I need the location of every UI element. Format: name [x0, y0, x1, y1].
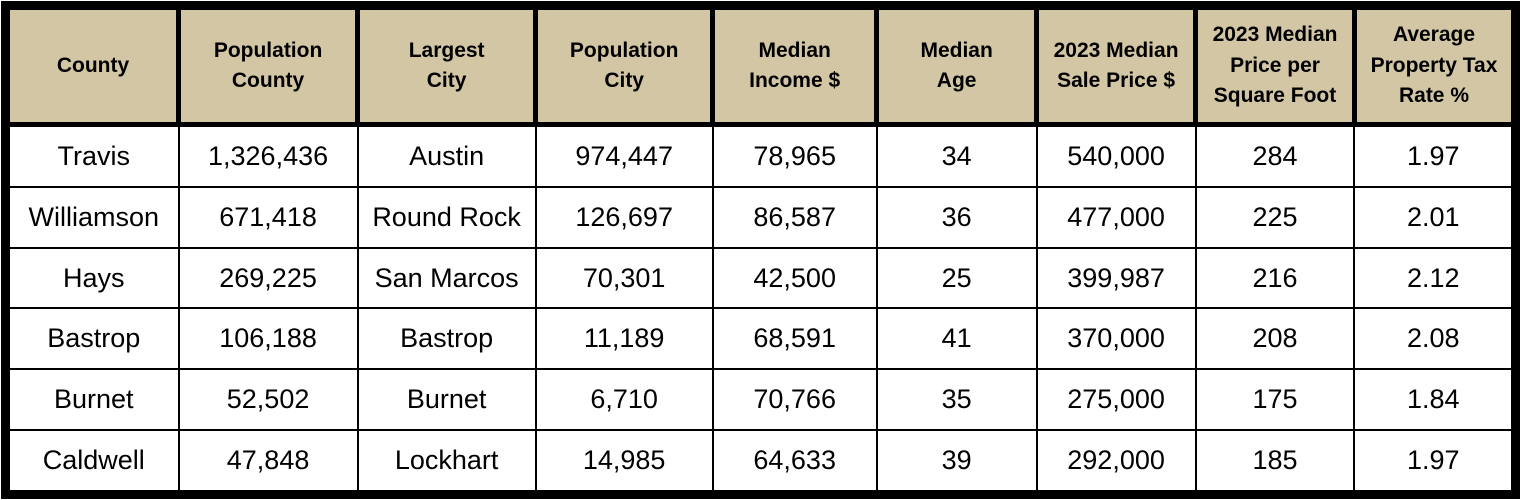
cell-median-age: 34 [875, 123, 1038, 188]
column-header-population-county: Population County [176, 3, 361, 127]
cell-population-city: 126,697 [534, 185, 714, 249]
cell-population-county: 52,502 [177, 368, 359, 432]
cell-property-tax-rate: 2.08 [1353, 307, 1517, 371]
cell-population-city: 14,985 [534, 429, 714, 496]
table-row: Caldwell 47,848 Lockhart 14,985 64,633 3… [4, 429, 1517, 496]
cell-population-county: 106,188 [177, 307, 359, 371]
cell-largest-city: Bastrop [356, 307, 537, 371]
cell-population-county: 47,848 [177, 429, 359, 496]
column-header-price-per-sqft: 2023 Median Price per Square Foot [1193, 3, 1357, 127]
table-row: Burnet 52,502 Burnet 6,710 70,766 35 275… [4, 368, 1517, 432]
cell-price-per-sqft: 284 [1194, 123, 1356, 188]
cell-population-city: 974,447 [534, 123, 714, 188]
cell-price-per-sqft: 185 [1194, 429, 1356, 496]
cell-median-sale-price: 540,000 [1035, 123, 1197, 188]
cell-median-age: 35 [875, 368, 1038, 432]
cell-largest-city: Austin [356, 123, 537, 188]
column-header-median-age: Median Age [874, 3, 1040, 127]
cell-median-sale-price: 477,000 [1035, 185, 1197, 249]
cell-price-per-sqft: 175 [1194, 368, 1356, 432]
cell-median-sale-price: 275,000 [1035, 368, 1197, 432]
cell-property-tax-rate: 2.01 [1353, 185, 1517, 249]
table-row: Hays 269,225 San Marcos 70,301 42,500 25… [4, 246, 1517, 310]
table-row: Williamson 671,418 Round Rock 126,697 86… [4, 185, 1517, 249]
cell-property-tax-rate: 2.12 [1353, 246, 1517, 310]
table-row: Bastrop 106,188 Bastrop 11,189 68,591 41… [4, 307, 1517, 371]
cell-population-city: 6,710 [534, 368, 714, 432]
cell-population-county: 671,418 [177, 185, 359, 249]
cell-median-income: 70,766 [711, 368, 878, 432]
cell-county: Bastrop [4, 307, 180, 371]
cell-price-per-sqft: 216 [1194, 246, 1356, 310]
cell-county: Caldwell [4, 429, 180, 496]
cell-population-city: 11,189 [534, 307, 714, 371]
cell-largest-city: Lockhart [356, 429, 537, 496]
cell-price-per-sqft: 225 [1194, 185, 1356, 249]
cell-median-age: 36 [875, 185, 1038, 249]
cell-median-income: 64,633 [711, 429, 878, 496]
cell-population-city: 70,301 [534, 246, 714, 310]
table-row: Travis 1,326,436 Austin 974,447 78,965 3… [4, 123, 1517, 188]
cell-property-tax-rate: 1.97 [1353, 429, 1517, 496]
column-header-median-sale-price: 2023 Median Sale Price $ [1034, 3, 1199, 127]
header-row: County Population County Largest City Po… [2, 3, 1519, 127]
cell-median-income: 68,591 [711, 307, 878, 371]
cell-largest-city: Burnet [356, 368, 537, 432]
cell-median-age: 41 [875, 307, 1038, 371]
cell-median-income: 86,587 [711, 185, 878, 249]
cell-county: Williamson [4, 185, 180, 249]
cell-median-sale-price: 399,987 [1035, 246, 1197, 310]
column-header-median-income: Median Income $ [710, 3, 880, 127]
cell-median-income: 78,965 [711, 123, 878, 188]
cell-largest-city: San Marcos [356, 246, 537, 310]
cell-population-county: 1,326,436 [177, 123, 359, 188]
cell-county: Burnet [4, 368, 180, 432]
cell-median-age: 39 [875, 429, 1038, 496]
cell-largest-city: Round Rock [356, 185, 537, 249]
cell-county: Hays [4, 246, 180, 310]
cell-price-per-sqft: 208 [1194, 307, 1356, 371]
column-header-largest-city: Largest City [355, 3, 539, 127]
cell-median-sale-price: 292,000 [1035, 429, 1197, 496]
cell-median-sale-price: 370,000 [1035, 307, 1197, 371]
column-header-property-tax-rate: Average Property Tax Rate % [1351, 3, 1519, 127]
cell-property-tax-rate: 1.84 [1353, 368, 1517, 432]
column-header-county: County [2, 3, 182, 127]
column-header-population-city: Population City [533, 3, 716, 127]
cell-county: Travis [4, 123, 180, 188]
cell-property-tax-rate: 1.97 [1353, 123, 1517, 188]
cell-population-county: 269,225 [177, 246, 359, 310]
cell-median-age: 25 [875, 246, 1038, 310]
cell-median-income: 42,500 [711, 246, 878, 310]
